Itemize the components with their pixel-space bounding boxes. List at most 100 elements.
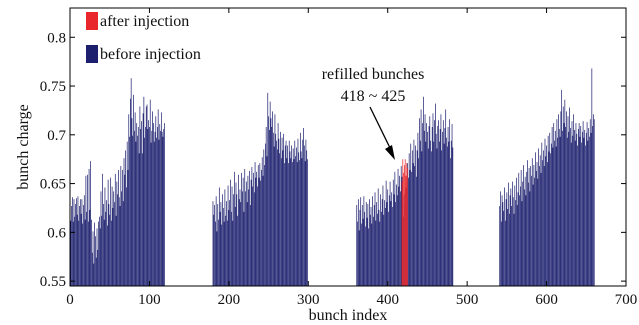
before-injection-bar <box>560 137 561 286</box>
before-injection-bar <box>134 131 135 286</box>
before-injection-bar <box>114 202 115 286</box>
before-injection-bar <box>362 205 363 286</box>
before-injection-bar <box>420 141 421 286</box>
before-injection-bar <box>574 130 575 286</box>
before-injection-bar <box>364 212 365 286</box>
before-injection-bar <box>427 132 428 286</box>
before-injection-bar <box>72 197 73 286</box>
before-injection-bar <box>534 178 535 286</box>
before-injection-bar <box>104 220 105 286</box>
before-injection-bar <box>410 144 411 286</box>
before-injection-bar <box>500 191 501 286</box>
before-injection-bar <box>567 138 568 286</box>
before-injection-bar <box>144 138 145 286</box>
before-injection-bar <box>281 158 282 286</box>
before-injection-bar <box>428 148 429 286</box>
before-injection-bar <box>553 123 554 286</box>
before-injection-bar <box>266 127 267 286</box>
before-injection-bar <box>576 123 577 286</box>
before-injection-bar <box>521 170 522 286</box>
before-injection-bar <box>115 174 116 286</box>
before-injection-bar <box>220 212 221 286</box>
before-injection-bar <box>213 215 214 286</box>
before-injection-bar <box>507 209 508 286</box>
before-injection-bar <box>511 206 512 286</box>
before-injection-bar <box>128 114 129 286</box>
before-injection-bar <box>531 176 532 286</box>
before-injection-bar <box>150 100 151 286</box>
before-injection-bar <box>214 205 215 286</box>
before-injection-bar <box>147 105 148 286</box>
before-injection-bar <box>140 107 141 286</box>
before-injection-bar <box>358 199 359 286</box>
before-injection-bar <box>305 161 306 286</box>
before-injection-bar <box>215 222 216 286</box>
before-injection-bar <box>124 175 125 286</box>
before-injection-bar <box>118 170 119 286</box>
before-injection-bar <box>301 151 302 286</box>
before-injection-bar <box>219 187 220 286</box>
before-injection-bar <box>360 197 361 286</box>
before-injection-bar <box>572 121 573 286</box>
before-injection-bar <box>302 140 303 286</box>
before-injection-bar <box>272 111 273 286</box>
before-injection-bar <box>541 143 542 286</box>
before-injection-bar <box>297 162 298 286</box>
before-injection-bar <box>237 216 238 286</box>
before-injection-bar <box>548 136 549 286</box>
before-injection-bar <box>368 228 369 286</box>
before-injection-bar <box>538 148 539 286</box>
before-injection-bar <box>229 210 230 286</box>
before-injection-bar <box>382 199 383 286</box>
before-injection-bar <box>77 215 78 286</box>
before-injection-bar <box>275 134 276 286</box>
before-injection-bar <box>227 221 228 286</box>
before-injection-bar <box>153 123 154 286</box>
before-injection-bar <box>425 142 426 286</box>
before-injection-bar <box>119 197 120 286</box>
before-injection-bar <box>299 160 300 286</box>
before-injection-bar <box>549 151 550 286</box>
before-injection-bar <box>298 152 299 286</box>
before-injection-bar <box>283 150 284 286</box>
before-injection-bar <box>543 150 544 286</box>
before-injection-bar <box>539 166 540 286</box>
before-injection-bar <box>368 204 369 286</box>
before-injection-bar <box>372 196 373 286</box>
before-injection-bar <box>554 141 555 286</box>
before-injection-bar <box>221 202 222 286</box>
before-injection-bar <box>277 149 278 286</box>
x-tick-label: 500 <box>456 292 479 308</box>
before-injection-bar <box>90 210 91 286</box>
before-injection-bar <box>499 206 500 286</box>
y-tick-label: 0.6 <box>47 225 66 241</box>
before-injection-bar <box>359 230 360 286</box>
before-injection-bar <box>509 214 510 286</box>
before-injection-bar <box>252 187 253 286</box>
before-injection-bar <box>216 196 217 286</box>
before-injection-bar <box>257 187 258 286</box>
before-injection-bar <box>230 180 231 286</box>
before-injection-bar <box>388 212 389 286</box>
before-injection-bar <box>121 191 122 286</box>
before-injection-bar <box>367 218 368 286</box>
before-injection-bar <box>510 195 511 286</box>
before-injection-bar <box>148 120 149 286</box>
before-injection-bar <box>516 178 517 286</box>
before-injection-bar <box>128 170 129 286</box>
before-injection-bar <box>565 127 566 286</box>
before-injection-bar <box>131 78 132 286</box>
before-injection-bar <box>424 131 425 286</box>
before-injection-bar <box>120 206 121 286</box>
before-injection-bar <box>236 183 237 286</box>
before-injection-bar <box>288 163 289 286</box>
before-injection-bar <box>399 176 400 286</box>
before-injection-bar <box>441 150 442 286</box>
legend-swatch-after-injection <box>86 12 98 30</box>
before-injection-bar <box>228 186 229 286</box>
before-injection-bar <box>229 200 230 286</box>
before-injection-bar <box>556 147 557 286</box>
before-injection-bar <box>416 177 417 286</box>
x-tick-label: 700 <box>615 292 638 308</box>
